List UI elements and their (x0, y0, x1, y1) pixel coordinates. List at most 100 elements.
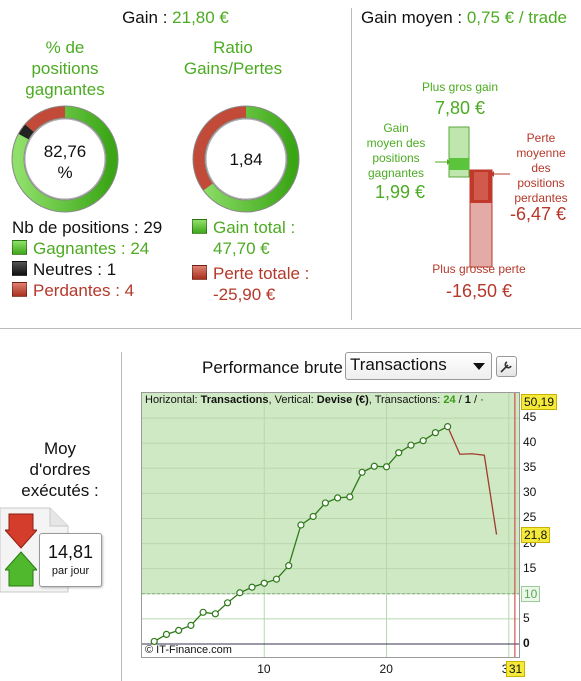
chart-header-part: , Transactions: (368, 394, 444, 406)
win-pct-title-line: % de (45, 38, 85, 57)
gain-total-label: Gain total : (213, 218, 296, 237)
avg-loss-line: des (531, 161, 551, 175)
chart-header-part: / · (470, 394, 484, 406)
win-pct-ring (11, 105, 119, 213)
data-point (150, 637, 158, 646)
green-square-icon (12, 240, 27, 255)
best-gain-label: Plus gros gain (421, 80, 499, 94)
data-point (309, 512, 317, 521)
y-tick-label: 15 (523, 560, 537, 575)
orders-title-line: exécutés : (21, 481, 99, 500)
data-point (407, 441, 415, 449)
ratio-title-line: Ratio (213, 38, 253, 57)
avg-win-line: positions (372, 151, 420, 165)
legend-winners: Gagnantes : 24 (12, 238, 162, 259)
last-value-badge: 21,8 (521, 526, 551, 543)
data-point (236, 589, 244, 597)
data-point (431, 429, 440, 437)
y-tick-label: 0 (523, 635, 530, 650)
y-tick-label: 35 (523, 460, 537, 475)
performance-title: Performance brute (202, 358, 343, 377)
ratio-title-line: Gains/Pertes (183, 59, 283, 78)
x-tick-label: 20 (379, 662, 393, 676)
y-ref-label: 10 (521, 585, 541, 602)
wrench-icon (500, 361, 512, 373)
gain-total-value: 47,70 € (213, 239, 270, 258)
y-tick-label: 10 (523, 585, 537, 600)
data-point (175, 626, 183, 634)
avg-gain-value: 0,75 € / trade (466, 8, 568, 27)
orders-value-box: 14,81 par jour (39, 533, 102, 587)
avg-win-value: 1,99 € (374, 182, 426, 202)
red-square-icon (192, 265, 207, 280)
data-point (419, 437, 427, 445)
data-point (187, 621, 195, 629)
data-point (370, 462, 378, 470)
data-point (285, 562, 293, 570)
max-badge: 50,19 (521, 394, 558, 410)
chevron-down-icon (473, 363, 485, 370)
x-tick-label: 10 (257, 662, 271, 676)
data-point (272, 575, 281, 583)
series-line (447, 426, 498, 535)
data-point (444, 423, 452, 431)
worst-loss-label: Plus grosse perte (432, 262, 526, 276)
data-point (162, 630, 171, 639)
legend-losers: Perdantes : 4 (12, 280, 162, 301)
settings-button[interactable] (496, 356, 517, 377)
up-down-arrows-icon (5, 513, 37, 587)
green-square-icon (192, 219, 207, 234)
performance-select-value: Transactions (350, 355, 447, 374)
losers-label: Perdantes : 4 (33, 281, 135, 300)
avg-win-line: Gain (383, 121, 409, 135)
chart-header-v-value: Devise (€) (316, 394, 369, 406)
avg-gain-label: Gain moyen : (361, 8, 467, 27)
chart-header-part: , Vertical: (268, 394, 317, 406)
y-tick-label: 25 (523, 510, 537, 525)
data-point (382, 463, 391, 471)
gain-total: Gain total : (192, 217, 309, 238)
gain-summary: Gain : 21,80 € (0, 8, 351, 28)
data-point (297, 521, 305, 529)
ratio-title: Ratio Gains/Pertes (178, 37, 288, 79)
performance-chart: Horizontal: Transactions, Vertical: Devi… (141, 392, 520, 658)
win-pct-title: % de positions gagnantes (10, 37, 120, 100)
chart-header: Horizontal: Transactions, Vertical: Devi… (145, 394, 484, 406)
loss-arc (12, 106, 118, 212)
orders-unit: par jour (51, 565, 90, 577)
totals-legend: Gain total : 47,70 € Perte totale : -25,… (192, 217, 309, 305)
data-point (199, 608, 207, 616)
divider-vertical-top (351, 8, 352, 320)
performance-select[interactable]: Transactions (345, 352, 492, 380)
chart-header-h-value: Transactions (200, 394, 269, 406)
gain-label: Gain : (122, 8, 173, 27)
y-tick-label: 30 (523, 485, 537, 500)
win-pct-number: 82,76 (43, 142, 87, 161)
win-pct-value: 82,76 % (10, 141, 120, 183)
black-square-icon (12, 261, 27, 276)
chart-header-t-value: 24 (443, 394, 456, 406)
avg-loss-line: moyenne (516, 146, 566, 160)
gain-value: 21,80 € (172, 8, 229, 27)
positions-count: Nb de positions : 29 (12, 218, 163, 237)
avg-win-label: Gain moyen des positions gagnantes (357, 121, 435, 181)
copyright: © IT-Finance.com (145, 644, 232, 656)
data-point (260, 579, 268, 587)
positions-legend: Nb de positions : 29 Gagnantes : 24 Neut… (12, 217, 162, 301)
performance-chart-svg (142, 393, 519, 657)
avg-loss-label: Perte moyenne des positions perdantes (507, 131, 575, 206)
y-tick-label: 40 (523, 435, 537, 450)
divider-vertical-bottom (121, 352, 122, 681)
orders-title-line: Moy (43, 439, 77, 458)
x-tick-label: 30 (501, 662, 516, 676)
orders-title-line: d'ordres (29, 460, 91, 479)
data-point (223, 599, 232, 607)
loss-total-label: Perte totale : (213, 264, 310, 283)
best-gain-value: 7,80 € (434, 98, 486, 118)
data-point (346, 493, 354, 501)
orders-value: 14,81 (47, 542, 94, 562)
avg-win-line: gagnantes (367, 166, 425, 180)
red-square-icon (12, 282, 27, 297)
neutral-label: Neutres : 1 (33, 260, 117, 279)
ratio-value: 1,84 (229, 150, 263, 169)
